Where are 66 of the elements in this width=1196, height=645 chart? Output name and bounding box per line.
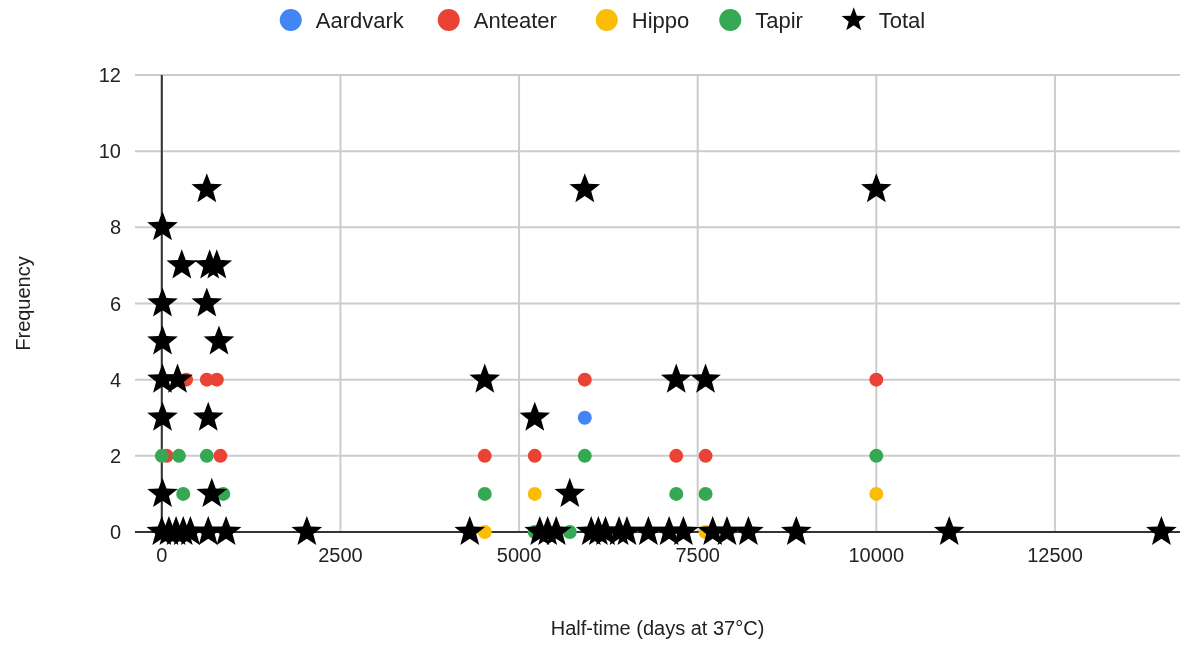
point [669, 448, 684, 463]
point [196, 477, 228, 507]
legend-label: Total [878, 7, 926, 33]
x-tick-label: 0 [156, 544, 168, 566]
point [203, 325, 235, 355]
point [147, 477, 178, 507]
point [192, 401, 224, 431]
legend-label: Anteater [473, 7, 557, 33]
x-tick-label: 7500 [675, 544, 720, 566]
point [577, 410, 592, 425]
point [698, 448, 713, 463]
point [869, 486, 884, 501]
legend-label: Tapir [755, 7, 803, 33]
point [527, 448, 542, 463]
point [213, 448, 228, 463]
point [166, 249, 198, 279]
point [1146, 515, 1177, 546]
point [690, 363, 721, 393]
point [477, 486, 492, 501]
point [869, 372, 884, 387]
point [527, 486, 542, 501]
point [477, 448, 492, 463]
point [577, 372, 592, 387]
point [171, 448, 186, 463]
point [660, 363, 692, 393]
legend-label: Aardvark [315, 7, 405, 33]
point [147, 401, 178, 431]
point [780, 515, 812, 546]
point [291, 515, 323, 546]
point [191, 173, 223, 203]
point [933, 515, 965, 546]
x-tick-label: 10000 [848, 544, 905, 566]
point [147, 211, 178, 241]
y-tick-label: 2 [109, 444, 121, 467]
x-tick-label: 5000 [496, 544, 542, 566]
point [191, 287, 223, 317]
y-tick-label: 12 [98, 64, 121, 86]
x-tick-label: 12500 [1027, 544, 1083, 566]
point [201, 249, 233, 279]
y-tick-label: 10 [98, 140, 121, 163]
point [147, 325, 178, 355]
point [669, 486, 684, 501]
point [210, 515, 242, 546]
point [209, 372, 224, 387]
point [469, 363, 501, 393]
point [154, 448, 169, 463]
y-tick-label: 0 [109, 521, 121, 543]
point [147, 287, 178, 317]
y-axis-title: Frequency [12, 256, 34, 351]
point [733, 515, 764, 546]
y-tick-label: 6 [109, 292, 121, 315]
point [199, 448, 214, 463]
y-tick-label: 4 [109, 368, 121, 391]
x-tick-label: 2500 [318, 544, 363, 566]
point [454, 515, 486, 546]
x-axis-title: Half-time (days at 37°C) [550, 617, 765, 639]
point [577, 448, 592, 463]
point [519, 401, 551, 431]
point [569, 173, 601, 203]
legend-label: Hippo [631, 7, 690, 33]
point [176, 486, 191, 501]
point [861, 173, 892, 203]
point [698, 486, 713, 501]
point [554, 477, 586, 507]
point [869, 448, 884, 463]
y-tick-label: 8 [109, 216, 121, 239]
